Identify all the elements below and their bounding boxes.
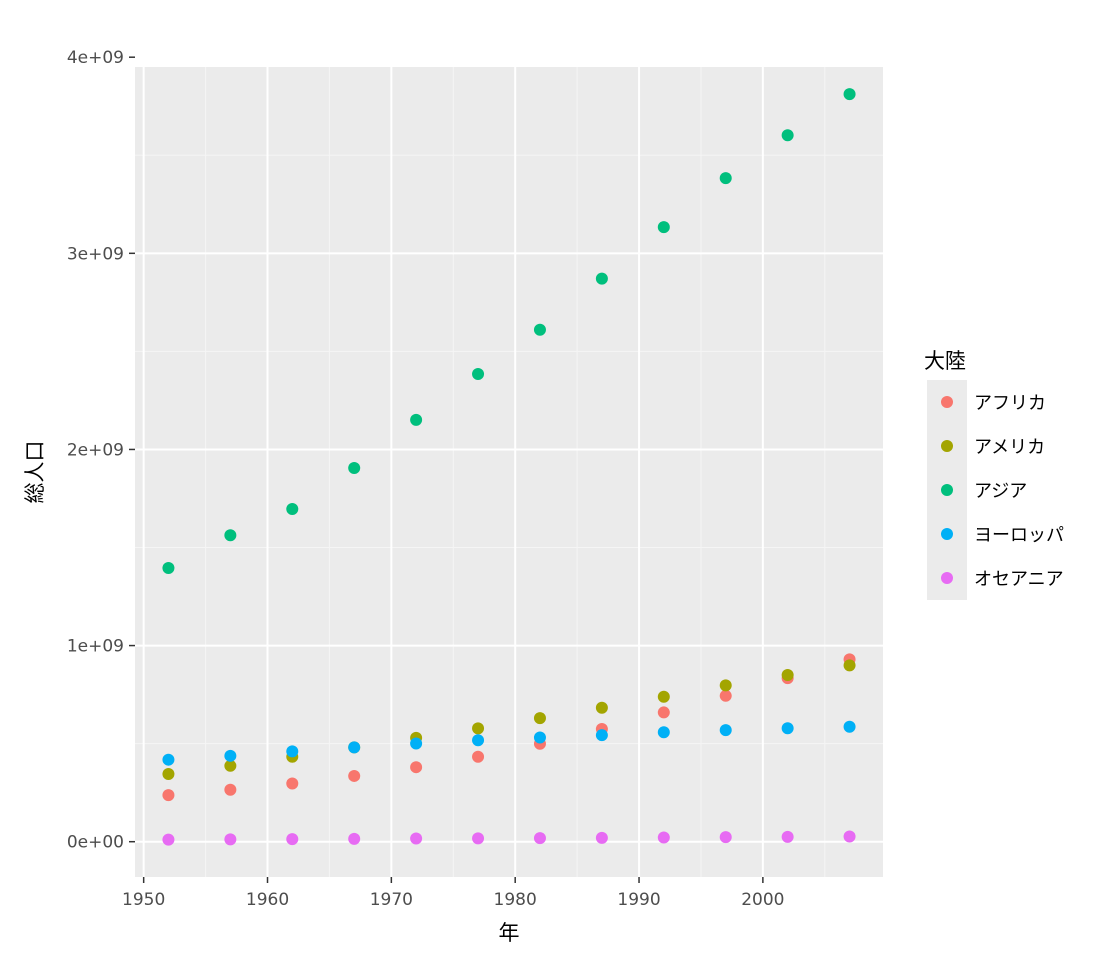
data-point	[595, 701, 608, 714]
data-point	[719, 831, 732, 844]
x-tick-label: 1990	[617, 890, 660, 910]
data-point	[533, 323, 546, 336]
axis-ticks	[129, 56, 764, 883]
data-point	[410, 832, 423, 845]
x-tick-labels: 1950 1960 1970 1980 1990 2000	[122, 890, 784, 910]
legend-key-point	[941, 528, 953, 540]
x-tick-label: 1980	[494, 890, 537, 910]
data-point	[162, 753, 175, 766]
data-point	[719, 689, 732, 702]
data-point	[657, 706, 670, 719]
legend-label: アジア	[974, 481, 1027, 502]
data-point	[348, 461, 361, 474]
data-point	[781, 669, 794, 682]
data-point	[162, 562, 175, 575]
plot-panel	[135, 67, 883, 877]
y-tick-label: 1e+09	[67, 637, 124, 657]
data-point	[224, 833, 237, 846]
data-point	[472, 832, 485, 845]
minor-gridlines	[135, 67, 883, 877]
y-tick-label: 3e+09	[67, 244, 124, 264]
data-point	[657, 831, 670, 844]
data-point	[719, 172, 732, 185]
data-point	[224, 759, 237, 772]
legend-key-point	[941, 396, 953, 408]
data-point	[472, 368, 485, 381]
x-tick-label: 2000	[741, 890, 784, 910]
data-point	[781, 129, 794, 142]
data-point	[657, 221, 670, 234]
data-point	[162, 768, 175, 781]
legend-label: アフリカ	[974, 393, 1046, 414]
data-point	[843, 720, 856, 733]
data-point	[657, 690, 670, 703]
data-point	[533, 832, 546, 845]
y-tick-labels: 0e+00 1e+09 2e+09 3e+09 4e+09	[67, 48, 124, 853]
data-point	[595, 272, 608, 285]
data-point	[472, 722, 485, 735]
data-point	[472, 750, 485, 763]
data-point	[162, 833, 175, 846]
data-point	[224, 783, 237, 796]
data-points	[162, 88, 856, 846]
data-point	[348, 769, 361, 782]
x-tick-label: 1960	[246, 890, 289, 910]
data-point	[533, 712, 546, 725]
x-axis-title: 年	[499, 921, 520, 945]
data-point	[843, 659, 856, 672]
legend-label: ヨーロッパ	[974, 525, 1064, 546]
data-point	[595, 831, 608, 844]
data-point	[286, 745, 299, 758]
legend-label: アメリカ	[974, 437, 1045, 458]
data-point	[348, 832, 361, 845]
major-gridlines	[135, 56, 883, 877]
data-point	[843, 830, 856, 843]
data-point	[843, 88, 856, 101]
legend-label: オセアニア	[974, 569, 1064, 590]
x-tick-label: 1970	[370, 890, 413, 910]
data-point	[286, 777, 299, 790]
data-point	[224, 749, 237, 762]
data-point	[162, 789, 175, 802]
y-axis-title: 総人口	[23, 441, 47, 504]
x-tick-label: 1950	[122, 890, 165, 910]
legend-title: 大陸	[924, 349, 966, 373]
legend-key-point	[941, 572, 953, 584]
data-point	[348, 741, 361, 754]
y-tick-label: 2e+09	[67, 440, 124, 460]
data-point	[410, 737, 423, 750]
data-point	[533, 731, 546, 744]
data-point	[472, 734, 485, 747]
data-point	[719, 724, 732, 737]
data-point	[781, 830, 794, 843]
data-point	[657, 726, 670, 739]
data-point	[719, 679, 732, 692]
y-tick-label: 0e+00	[67, 833, 124, 853]
y-tick-label: 4e+09	[67, 48, 124, 68]
data-point	[410, 413, 423, 426]
data-point	[286, 833, 299, 846]
data-point	[781, 722, 794, 735]
data-point	[286, 502, 299, 515]
data-point	[410, 761, 423, 774]
data-point	[595, 729, 608, 742]
data-point	[224, 529, 237, 542]
legend-key-point	[941, 484, 953, 496]
legend-key-point	[941, 440, 953, 452]
